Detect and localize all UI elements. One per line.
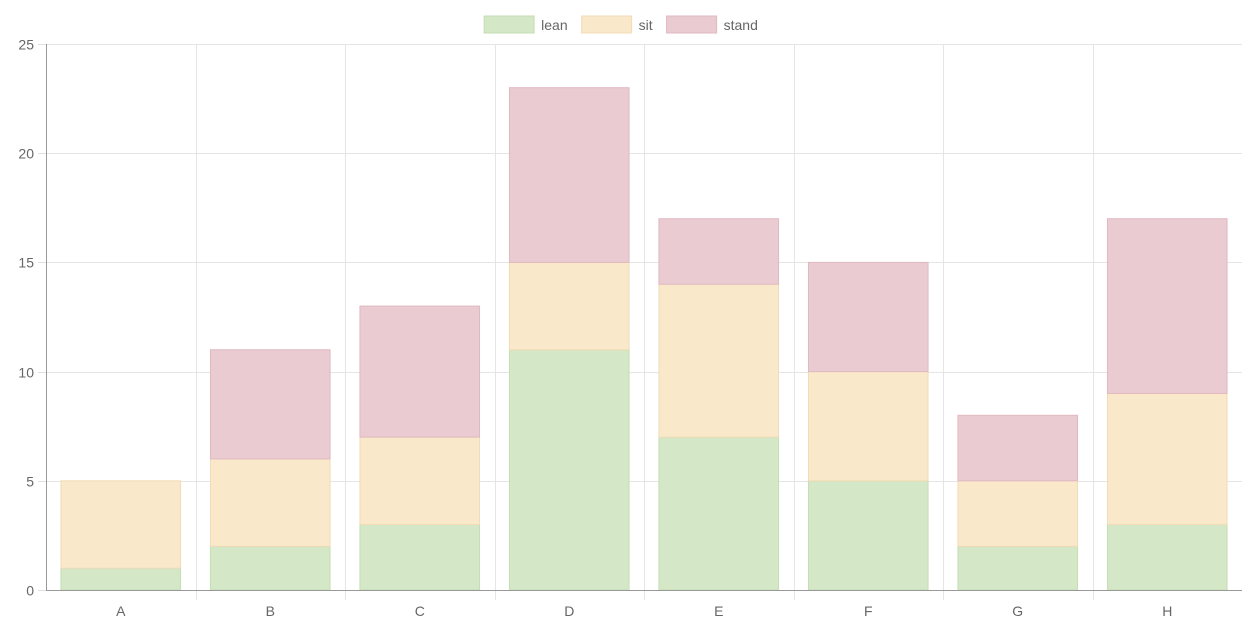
bar-stand-F xyxy=(807,261,929,373)
bar-sit-A xyxy=(60,480,182,569)
y-tick-label: 25 xyxy=(18,37,34,53)
bar-lean-D xyxy=(508,349,630,591)
bar-stand-G xyxy=(957,414,1079,482)
bar-lean-H xyxy=(1106,523,1228,591)
legend-item-stand[interactable]: stand xyxy=(666,15,758,34)
legend-label: lean xyxy=(541,17,567,33)
bar-sit-D xyxy=(508,261,630,351)
bar-sit-H xyxy=(1106,392,1228,525)
bar-lean-G xyxy=(957,545,1079,591)
y-tick-label: 0 xyxy=(26,583,34,599)
x-tick-label: C xyxy=(415,603,425,619)
legend: lean sit stand xyxy=(483,15,758,34)
bar-sit-F xyxy=(807,371,929,482)
axes: 0 5 10 15 20 25 A B C D E F G H xyxy=(18,37,1242,619)
bar-stand-C xyxy=(359,305,481,438)
legend-label: sit xyxy=(639,17,653,33)
x-tick-label: B xyxy=(266,603,275,619)
y-tick-label: 20 xyxy=(18,146,34,162)
bar-stand-E xyxy=(658,218,780,285)
bar-lean-A xyxy=(60,567,182,591)
legend-swatch-lean xyxy=(483,15,535,34)
legend-swatch-stand xyxy=(666,15,718,34)
bar-stand-H xyxy=(1106,218,1228,394)
legend-swatch-sit xyxy=(581,15,633,34)
y-tick-label: 10 xyxy=(18,365,34,381)
y-tick-label: 15 xyxy=(18,255,34,271)
bar-lean-E xyxy=(658,436,780,591)
x-tick-label: G xyxy=(1012,603,1023,619)
x-tick-label: D xyxy=(564,603,574,619)
x-tick-label: A xyxy=(116,603,126,619)
bars xyxy=(60,87,1228,591)
bar-sit-E xyxy=(658,283,780,438)
legend-item-lean[interactable]: lean xyxy=(483,15,568,34)
x-tick-label: F xyxy=(864,603,873,619)
bar-sit-G xyxy=(957,480,1079,547)
bar-lean-C xyxy=(359,523,481,591)
bar-stand-D xyxy=(508,87,630,263)
bar-sit-C xyxy=(359,436,481,525)
bar-sit-B xyxy=(209,458,331,547)
bar-lean-F xyxy=(807,480,929,591)
x-tick-label: E xyxy=(714,603,723,619)
y-tick-label: 5 xyxy=(26,474,34,490)
legend-item-sit[interactable]: sit xyxy=(581,15,653,34)
bar-stand-B xyxy=(209,349,331,460)
x-tick-label: H xyxy=(1162,603,1172,619)
bar-lean-B xyxy=(209,545,331,591)
legend-label: stand xyxy=(724,17,758,33)
